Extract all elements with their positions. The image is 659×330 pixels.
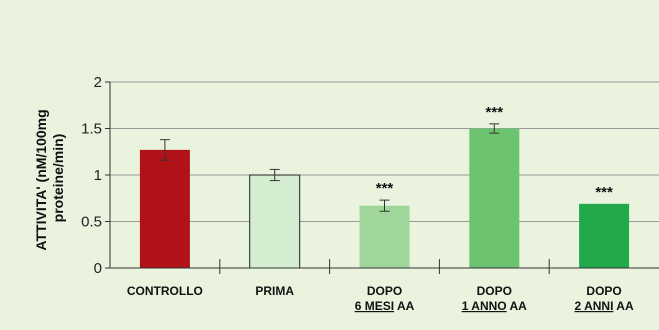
bar [359,205,410,268]
y-tick-label: 1 [94,167,102,184]
bar [469,128,520,268]
bar [579,203,630,268]
category-label: DOPO [586,284,621,298]
y-tick-label: 1.5 [81,121,102,138]
category-label: CONTROLLO [127,284,203,298]
error-bar [159,139,170,161]
category-label: DOPO [477,284,512,298]
bars: *** *** *** [139,104,630,269]
y-axis-title-line2: proteine/min) [50,134,66,223]
error-bar [269,168,280,182]
significance-label: *** [376,180,394,197]
significance-label: *** [486,104,504,121]
category-label: DOPO [367,284,402,298]
y-axis-title: ATTIVITA' (nM/100mg proteine/min) [33,105,66,250]
category-sublabel: 6 MESI AA [355,299,415,313]
bar [249,174,301,269]
error-bar [379,199,390,212]
error-bar [489,123,500,134]
y-tick-label: 0.5 [81,214,102,231]
y-tick-label: 0 [94,260,102,277]
category-sublabel: 1 ANNO AA [462,299,527,313]
y-axis: 0 0.5 1 1.5 2 [81,74,111,277]
y-axis-title-line1: ATTIVITA' (nM/100mg [33,109,49,250]
y-tick-label: 2 [94,74,102,91]
category-sublabel: 2 ANNI AA [575,299,634,313]
category-label: PRIMA [255,284,294,298]
bar [139,149,190,268]
significance-label: *** [595,184,613,201]
